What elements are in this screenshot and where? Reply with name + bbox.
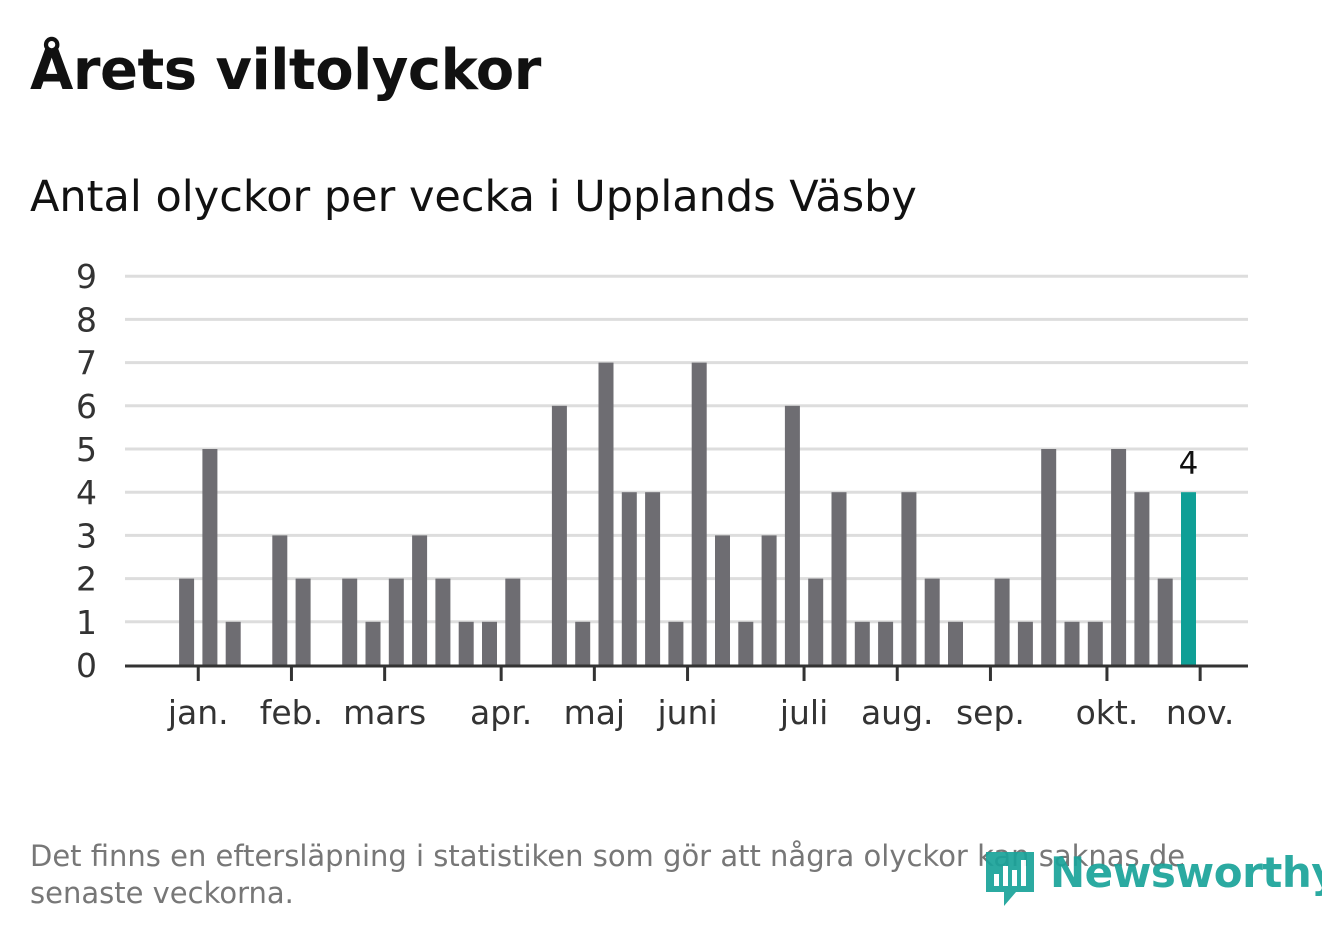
bar-chart-icon — [986, 852, 1034, 906]
bar — [342, 578, 358, 665]
bar — [1017, 621, 1033, 665]
bar — [1087, 621, 1103, 665]
bar — [738, 621, 754, 665]
bar — [878, 621, 894, 665]
brand-logo: Newsworthy — [982, 848, 1322, 910]
bar-highlight — [1181, 492, 1196, 665]
bar — [621, 492, 637, 665]
bar — [901, 492, 917, 665]
chart-subtitle: Antal olyckor per vecka i Upplands Väsby — [30, 172, 917, 222]
bar — [948, 621, 963, 665]
y-tick-label: 3 — [76, 516, 97, 555]
bar — [551, 405, 567, 665]
bar — [1157, 578, 1173, 665]
bar — [691, 362, 707, 665]
bar — [831, 492, 847, 665]
x-tick-label: sep. — [956, 693, 1025, 732]
bar — [924, 578, 940, 665]
bar — [365, 621, 381, 665]
bar — [225, 621, 241, 665]
x-tick-label: okt. — [1076, 693, 1139, 732]
y-tick-label: 0 — [76, 646, 97, 685]
x-tick-label: nov. — [1166, 693, 1235, 732]
x-tick-label: juni — [656, 693, 717, 732]
bar — [412, 535, 428, 665]
y-tick-label: 2 — [76, 560, 97, 599]
bar — [272, 535, 288, 665]
bar — [808, 578, 824, 665]
bar — [458, 621, 474, 665]
y-tick-label: 7 — [76, 344, 97, 383]
bar — [854, 621, 870, 665]
x-tick-label: feb. — [260, 693, 323, 732]
y-tick-label: 8 — [76, 300, 97, 339]
y-tick-label: 9 — [76, 257, 97, 296]
bar — [1111, 449, 1127, 665]
y-tick-label: 6 — [76, 387, 97, 426]
data-label: 4 — [1179, 446, 1199, 482]
bar — [1134, 492, 1150, 665]
bar — [435, 578, 451, 665]
bar-chart: 0 1 2 3 4 5 6 7 8 9 4 jan. feb. mars apr. maj juni juli au… — [76, 257, 1248, 732]
brand-name: Newsworthy — [1050, 848, 1322, 897]
bar — [668, 621, 684, 665]
y-tick-label: 5 — [76, 430, 97, 469]
bar — [295, 578, 311, 665]
bar — [388, 578, 404, 665]
y-tick-label: 1 — [76, 603, 97, 642]
bar — [202, 449, 218, 665]
bar — [598, 362, 614, 665]
x-tick-label: maj — [564, 693, 626, 732]
chart-title: Årets viltolyckor — [30, 38, 541, 103]
bar — [715, 535, 730, 665]
bar — [784, 405, 800, 665]
bar — [1064, 621, 1080, 665]
x-tick-label: mars — [343, 693, 426, 732]
bar — [645, 492, 661, 665]
bar — [179, 578, 195, 665]
x-tick-label: apr. — [470, 693, 532, 732]
x-tick-label: jan. — [167, 693, 229, 732]
y-tick-label: 4 — [76, 473, 97, 512]
bar — [994, 578, 1010, 665]
x-tick-label: juli — [779, 693, 828, 732]
bar — [1041, 449, 1057, 665]
bar — [482, 621, 497, 665]
bar — [575, 621, 591, 665]
bar — [761, 535, 777, 665]
x-tick-label: aug. — [861, 693, 934, 732]
bar — [505, 578, 521, 665]
